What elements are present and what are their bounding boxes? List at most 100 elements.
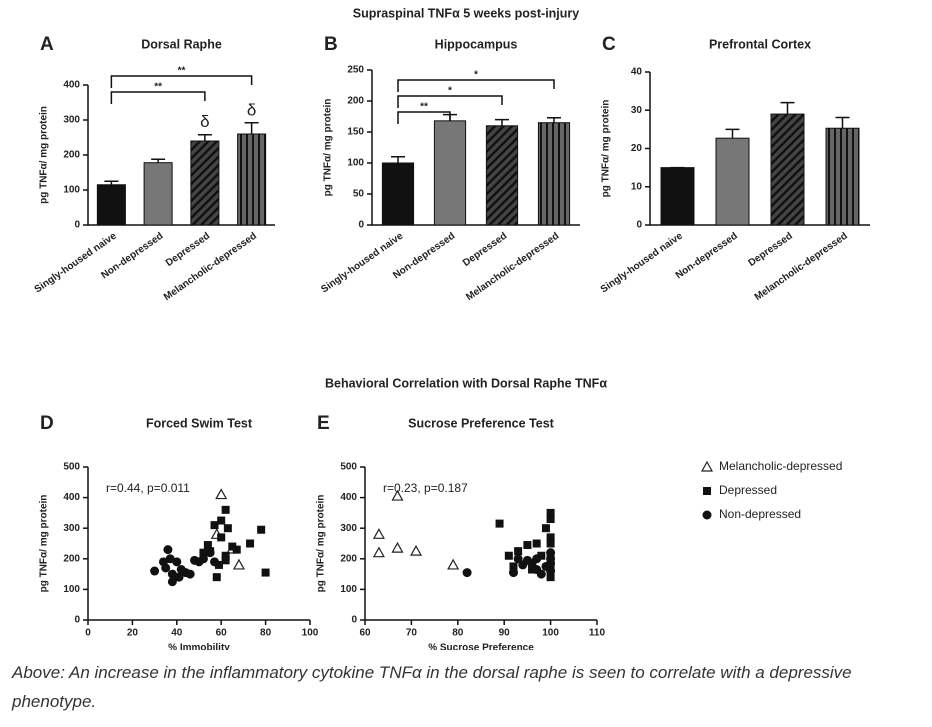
bar — [190, 140, 220, 226]
point — [508, 568, 518, 578]
panel-letter: A — [40, 34, 54, 55]
y-axis-label: pg TNFα/ mg protein — [601, 100, 612, 198]
point — [172, 557, 182, 567]
y-tick-label: 400 — [340, 492, 357, 503]
bar — [660, 167, 695, 226]
bar — [381, 162, 415, 226]
y-axis-label: pg TNFα/ mg protein — [39, 495, 50, 593]
x-tick-label: Singly-housed naive — [33, 230, 119, 295]
point — [223, 524, 232, 533]
y-tick-label: 300 — [340, 523, 357, 534]
x-tick-label: 100 — [302, 628, 319, 639]
legend-marker — [703, 487, 711, 495]
point — [232, 558, 245, 570]
x-tick-label: Singly-housed naive — [319, 230, 405, 295]
x-tick-label: 110 — [589, 628, 606, 639]
y-tick-label: 100 — [63, 584, 80, 595]
bar — [237, 133, 267, 226]
error-bar — [780, 101, 795, 115]
error-bar — [835, 116, 850, 129]
significance-bracket — [110, 75, 253, 88]
error-bar — [547, 116, 561, 123]
x-tick-label: 70 — [406, 628, 418, 639]
significance-label: * — [448, 86, 452, 97]
point — [185, 569, 195, 579]
y-tick-label: 300 — [63, 115, 80, 126]
point — [372, 546, 385, 558]
point — [198, 554, 208, 564]
point — [212, 573, 221, 582]
bar — [143, 162, 173, 226]
y-tick-label: 0 — [74, 220, 80, 231]
y-tick-label: 100 — [347, 158, 364, 169]
x-tick-label: 100 — [542, 628, 559, 639]
error-bar — [391, 156, 405, 163]
point — [514, 547, 523, 556]
x-tick-label: 90 — [499, 628, 511, 639]
y-tick-label: 200 — [347, 96, 364, 107]
value-annotation: δ — [247, 100, 256, 119]
panel-letter: B — [324, 34, 338, 55]
point — [410, 544, 423, 556]
y-tick-label: 0 — [358, 220, 364, 231]
figure-title: Supraspinal TNFα 5 weeks post-injury — [353, 6, 580, 20]
point — [217, 516, 226, 525]
caption: Above: An increase in the inflammatory c… — [12, 663, 852, 711]
y-tick-label: 10 — [631, 181, 643, 192]
y-axis-label: pg TNFα/ mg protein — [39, 106, 50, 204]
x-tick-label: Depressed — [747, 231, 795, 269]
significance-bracket — [110, 91, 206, 104]
significance-label: ** — [420, 102, 428, 113]
chart-figure: Supraspinal TNFα 5 weeks post-injury Beh… — [33, 6, 870, 654]
point — [232, 545, 241, 554]
point — [546, 573, 555, 582]
y-tick-label: 200 — [340, 553, 357, 564]
panel-letter: D — [40, 413, 54, 434]
point — [537, 551, 546, 560]
error-bar — [495, 118, 509, 126]
point — [163, 545, 173, 555]
point — [391, 541, 404, 553]
point — [217, 533, 226, 542]
point — [214, 560, 223, 569]
x-tick-label: Melancholic-depressed — [464, 231, 561, 303]
point — [546, 515, 555, 524]
y-tick-label: 250 — [347, 65, 364, 76]
y-tick-label: 150 — [347, 127, 364, 138]
significance-bracket — [397, 79, 555, 92]
y-tick-label: 0 — [636, 220, 642, 231]
bar — [770, 113, 805, 226]
point — [203, 541, 212, 550]
legend-label: Melancholic-depressed — [719, 459, 842, 473]
error-bar — [244, 122, 259, 134]
legend-label: Non-depressed — [719, 507, 801, 521]
y-tick-label: 50 — [353, 189, 365, 200]
legend-marker — [700, 460, 714, 472]
panel-letter: C — [602, 34, 616, 55]
x-tick-label: 20 — [127, 628, 139, 639]
x-tick-label: Singly-housed naive — [599, 230, 685, 295]
y-tick-label: 0 — [351, 615, 357, 626]
point — [546, 508, 555, 517]
significance-label: ** — [178, 66, 186, 77]
x-tick-label: Melancholic-depressed — [753, 231, 850, 303]
bar — [715, 137, 750, 226]
bar — [825, 127, 860, 226]
bar — [96, 184, 126, 226]
point — [221, 505, 230, 514]
point — [261, 568, 270, 577]
error-bar — [197, 133, 212, 141]
y-tick-label: 0 — [74, 615, 80, 626]
chart-title: Prefrontal Cortex — [709, 37, 811, 51]
chart-title: Sucrose Preference Test — [408, 416, 555, 430]
annotation: r=0.44, p=0.011 — [106, 481, 190, 495]
significance-label: ** — [154, 82, 162, 93]
point — [546, 558, 556, 568]
point — [546, 566, 556, 576]
point — [257, 525, 266, 534]
point — [391, 489, 404, 501]
error-bar — [725, 128, 740, 139]
y-tick-label: 300 — [63, 523, 80, 534]
point — [167, 577, 177, 587]
